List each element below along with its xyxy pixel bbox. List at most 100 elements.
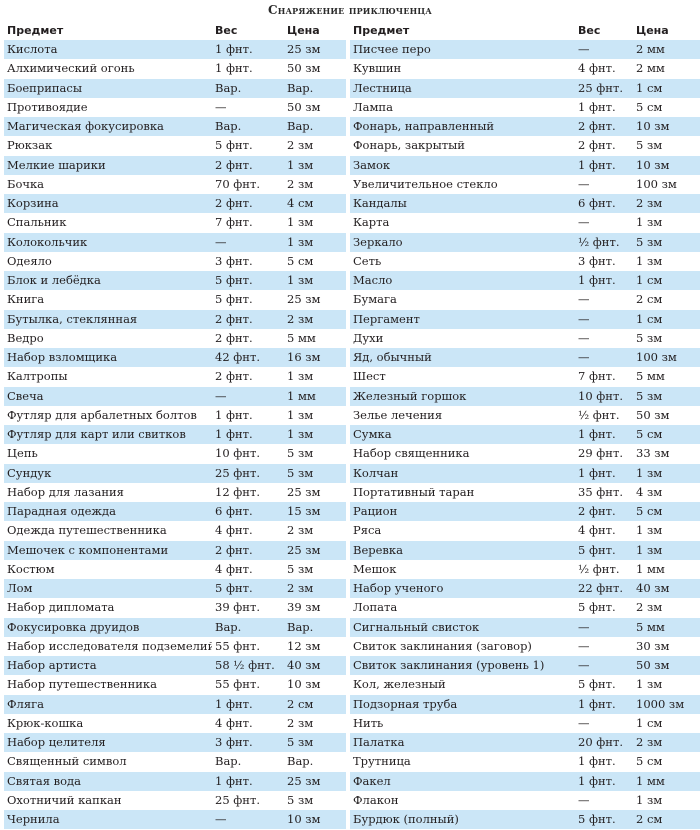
right-item-cell: Портативный таран xyxy=(350,482,575,502)
left-price-cell: 5 зм xyxy=(284,733,346,753)
right-price-cell: 10 зм xyxy=(633,117,700,137)
right-weight-cell: ½ фнт. xyxy=(575,405,633,425)
header-item-right: Предмет xyxy=(353,24,410,37)
column-gap xyxy=(346,733,350,753)
right-price-cell: 4 зм xyxy=(633,482,700,502)
left-item-cell: Магическая фокусировка xyxy=(4,117,212,137)
column-gap xyxy=(346,174,350,194)
right-weight-cell: 6 фнт. xyxy=(575,194,633,214)
right-weight-cell: — xyxy=(575,617,633,637)
table-row: Набор целителя 3 фнт. 5 зм Палатка 20 фнт. 2 … xyxy=(4,733,700,753)
right-price-cell: 50 зм xyxy=(633,405,700,425)
table-row: Свеча —1 мм Железный горшок 10 фнт. 5 зм xyxy=(4,386,700,406)
left-item-cell: Охотничий капкан xyxy=(4,790,212,810)
table-row: Набор взломщика 42 фнт. 16 зм Яд, обычный —1… xyxy=(4,348,700,368)
table-row: Бутылка, стеклянная 2 фнт. 2 зм Пергамент —1… xyxy=(4,309,700,329)
right-weight-cell: 25 фнт. xyxy=(575,78,633,98)
left-price-cell: 12 зм xyxy=(284,636,346,656)
right-item-cell: Сеть xyxy=(350,251,575,271)
column-gap xyxy=(346,752,350,772)
column-gap xyxy=(346,636,350,656)
column-gap xyxy=(346,502,350,522)
left-weight-cell: 4 фнт. xyxy=(212,713,284,733)
header-weight-left: Вес xyxy=(215,24,238,37)
left-item-cell: Цепь xyxy=(4,444,212,464)
right-weight-cell: 4 фнт. xyxy=(575,521,633,541)
right-item-cell: Зеркало xyxy=(350,232,575,252)
right-item-cell: Карта xyxy=(350,213,575,233)
right-weight-cell: ½ фнт. xyxy=(575,559,633,579)
right-price-cell: 1 см xyxy=(633,309,700,329)
left-weight-cell: — xyxy=(212,232,284,252)
left-price-cell: 1 зм xyxy=(284,213,346,233)
table-row: Ведро 2 фнт. 5 мм Духи —5 зм xyxy=(4,328,700,348)
left-item-cell: Бутылка, стеклянная xyxy=(4,309,212,329)
column-gap xyxy=(346,771,350,791)
right-item-cell: Шест xyxy=(350,367,575,387)
table-row: Фокусировка друидов Вар. Вар. Сигнальный св… xyxy=(4,617,700,637)
right-weight-cell: 20 фнт. xyxy=(575,733,633,753)
left-weight-cell: 25 фнт. xyxy=(212,790,284,810)
left-item-cell: Алхимический огонь xyxy=(4,59,212,79)
right-price-cell: 1 зм xyxy=(633,213,700,233)
right-price-cell: 5 зм xyxy=(633,328,700,348)
left-weight-cell: 1 фнт. xyxy=(212,59,284,79)
left-item-cell: Набор артиста xyxy=(4,656,212,676)
column-gap xyxy=(346,59,350,79)
left-item-cell: Святая вода xyxy=(4,771,212,791)
left-weight-cell: Вар. xyxy=(212,617,284,637)
column-gap xyxy=(346,232,350,252)
left-item-cell: Набор взломщика xyxy=(4,348,212,368)
right-weight-cell: 5 фнт. xyxy=(575,540,633,560)
right-weight-cell: 2 фнт. xyxy=(575,136,633,156)
column-gap xyxy=(346,444,350,464)
right-weight-cell: 7 фнт. xyxy=(575,367,633,387)
left-weight-cell: 5 фнт. xyxy=(212,579,284,599)
table-title: Снаряжение приключенца xyxy=(267,3,433,17)
table-row: Набор исследователя подземелий 55 фнт. 12 … xyxy=(4,636,700,656)
table-row: Одежда путешественника 4 фнт. 2 зм Ряса 4 фн… xyxy=(4,521,700,541)
table-row: Охотничий капкан 25 фнт. 5 зм Флакон —1 зм xyxy=(4,790,700,810)
column-gap xyxy=(346,328,350,348)
left-item-cell: Футляр для арбалетных болтов xyxy=(4,405,212,425)
right-item-cell: Трутница xyxy=(350,752,575,772)
right-item-cell: Нить xyxy=(350,713,575,733)
left-item-cell: Футляр для карт или свитков xyxy=(4,425,212,445)
right-price-cell: 5 см xyxy=(633,425,700,445)
left-item-cell: Калтропы xyxy=(4,367,212,387)
right-item-cell: Бумага xyxy=(350,290,575,310)
table-row: Колокольчик —1 зм Зеркало ½ фнт. 5 зм xyxy=(4,232,700,252)
column-gap xyxy=(346,482,350,502)
left-item-cell: Боеприпасы xyxy=(4,78,212,98)
right-price-cell: 2 зм xyxy=(633,598,700,618)
left-weight-cell: 2 фнт. xyxy=(212,328,284,348)
left-weight-cell: — xyxy=(212,386,284,406)
left-price-cell: 50 зм xyxy=(284,59,346,79)
left-price-cell: Вар. xyxy=(284,78,346,98)
right-price-cell: 100 зм xyxy=(633,348,700,368)
left-price-cell: 25 зм xyxy=(284,482,346,502)
column-gap xyxy=(346,598,350,618)
column-gap xyxy=(346,790,350,810)
right-price-cell: 5 зм xyxy=(633,386,700,406)
table-row: Мешочек с компонентами 2 фнт. 25 зм Веревка… xyxy=(4,540,700,560)
right-weight-cell: 2 фнт. xyxy=(575,117,633,137)
left-item-cell: Кислота xyxy=(4,40,212,60)
left-price-cell: 1 зм xyxy=(284,232,346,252)
right-item-cell: Увеличительное стекло xyxy=(350,174,575,194)
table-row: Противоядие —50 зм Лампа 1 фнт. 5 см xyxy=(4,97,700,117)
left-price-cell: 5 зм xyxy=(284,559,346,579)
equipment-table: Предмет Вес Цена Предмет Вес Цена Кислот… xyxy=(4,21,700,830)
left-weight-cell: 1 фнт. xyxy=(212,694,284,714)
right-item-cell: Флакон xyxy=(350,790,575,810)
right-item-cell: Фонарь, направленный xyxy=(350,117,575,137)
left-weight-cell: 1 фнт. xyxy=(212,425,284,445)
left-weight-cell: 39 фнт. xyxy=(212,598,284,618)
column-gap xyxy=(346,463,350,483)
left-weight-cell: 2 фнт. xyxy=(212,155,284,175)
right-price-cell: 30 зм xyxy=(633,636,700,656)
right-weight-cell: 29 фнт. xyxy=(575,444,633,464)
right-item-cell: Зелье лечения xyxy=(350,405,575,425)
left-weight-cell: 1 фнт. xyxy=(212,40,284,60)
table-row: Одеяло 3 фнт. 5 см Сеть 3 фнт. 1 зм xyxy=(4,251,700,271)
